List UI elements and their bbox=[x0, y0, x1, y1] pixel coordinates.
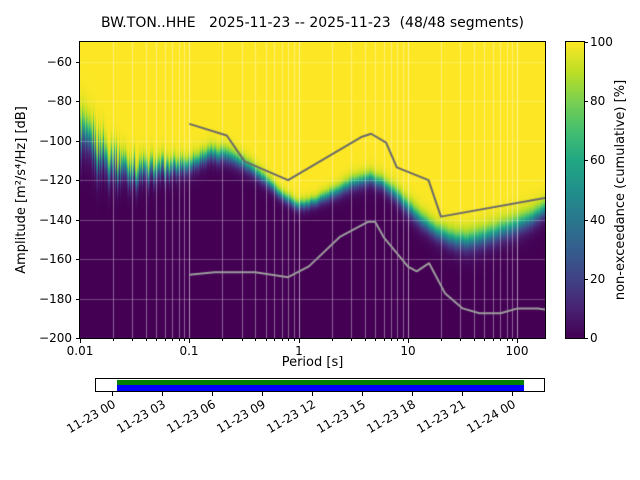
y-tick-label: −180 bbox=[39, 292, 72, 306]
x-minor-tick bbox=[282, 339, 283, 341]
plot-title: BW.TON..HHE 2025-11-23 -- 2025-11-23 (48… bbox=[100, 15, 525, 31]
y-tick bbox=[76, 220, 80, 221]
colorbar-tick bbox=[585, 220, 588, 221]
x-minor-tick bbox=[172, 339, 173, 341]
x-minor-tick bbox=[294, 339, 295, 341]
x-axis-label: Period [s] bbox=[281, 355, 344, 370]
x-minor-tick bbox=[179, 339, 180, 341]
colorbar-tick-label: 60 bbox=[590, 153, 606, 167]
y-tick bbox=[76, 180, 80, 181]
x-minor-tick bbox=[403, 339, 404, 341]
colorbar-tick-label: 0 bbox=[590, 331, 598, 345]
x-tick-label: 10 bbox=[400, 344, 416, 358]
timeline-tick bbox=[512, 392, 513, 396]
timeline-tick bbox=[262, 392, 263, 396]
x-minor-tick bbox=[184, 339, 185, 341]
x-minor-tick bbox=[274, 339, 275, 341]
x-minor-tick bbox=[460, 339, 461, 341]
x-minor-tick bbox=[156, 339, 157, 341]
x-tick bbox=[408, 339, 409, 343]
x-minor-tick bbox=[332, 339, 333, 341]
x-minor-tick bbox=[351, 339, 352, 341]
x-minor-tick bbox=[266, 339, 267, 341]
colorbar-tick bbox=[585, 160, 588, 161]
x-tick bbox=[517, 339, 518, 343]
y-tick-label: −200 bbox=[39, 331, 72, 345]
timeline-tick bbox=[162, 392, 163, 396]
x-minor-tick bbox=[500, 339, 501, 341]
x-minor-tick bbox=[484, 339, 485, 341]
colorbar-tick-label: 20 bbox=[590, 272, 606, 286]
timeline-tick bbox=[312, 392, 313, 396]
colorbar-tick-label: 40 bbox=[590, 213, 606, 227]
colorbar bbox=[565, 41, 585, 339]
colorbar-tick bbox=[585, 338, 588, 339]
colorbar-gradient bbox=[566, 42, 584, 338]
timeline-psd-strip bbox=[117, 385, 524, 391]
x-tick bbox=[299, 339, 300, 343]
colorbar-tick bbox=[585, 101, 588, 102]
y-tick bbox=[76, 299, 80, 300]
timeline-tick bbox=[112, 392, 113, 396]
timeline-coverage-bar bbox=[95, 378, 545, 392]
x-tick bbox=[189, 339, 190, 343]
x-minor-tick bbox=[146, 339, 147, 341]
x-tick bbox=[80, 339, 81, 343]
x-minor-tick bbox=[441, 339, 442, 341]
y-tick bbox=[76, 101, 80, 102]
x-minor-tick bbox=[375, 339, 376, 341]
y-tick-label: −140 bbox=[39, 213, 72, 227]
x-minor-tick bbox=[507, 339, 508, 341]
x-tick-label: 1 bbox=[295, 344, 303, 358]
x-minor-tick bbox=[288, 339, 289, 341]
x-tick-label: 0.1 bbox=[179, 344, 199, 358]
psd-heatmap-plot bbox=[79, 41, 546, 339]
timeline-data-strip bbox=[117, 380, 524, 385]
x-minor-tick bbox=[132, 339, 133, 341]
colorbar-tick bbox=[585, 42, 588, 43]
psd-heatmap-canvas bbox=[80, 42, 545, 338]
x-tick-label: 100 bbox=[505, 344, 529, 358]
x-tick-label: 0.01 bbox=[66, 344, 94, 358]
colorbar-tick bbox=[585, 279, 588, 280]
x-minor-tick bbox=[365, 339, 366, 341]
x-minor-tick bbox=[165, 339, 166, 341]
colorbar-tick-label: 80 bbox=[590, 94, 606, 108]
colorbar-tick-label: 100 bbox=[590, 35, 613, 49]
x-minor-tick bbox=[391, 339, 392, 341]
timeline-tick bbox=[462, 392, 463, 396]
x-minor-tick bbox=[242, 339, 243, 341]
x-minor-tick bbox=[222, 339, 223, 341]
y-axis-label: Amplitude [m²/s⁴/Hz] [dB] bbox=[14, 106, 29, 274]
timeline-tick bbox=[412, 392, 413, 396]
x-minor-tick bbox=[255, 339, 256, 341]
y-tick bbox=[76, 338, 80, 339]
y-tick-label: −80 bbox=[46, 94, 72, 108]
y-tick-label: −100 bbox=[39, 134, 72, 148]
y-tick bbox=[76, 259, 80, 260]
y-tick-label: −160 bbox=[39, 252, 72, 266]
y-tick-label: −60 bbox=[46, 55, 72, 69]
x-minor-tick bbox=[493, 339, 494, 341]
timeline-tick bbox=[212, 392, 213, 396]
y-tick-label: −120 bbox=[39, 173, 72, 187]
timeline-tick bbox=[362, 392, 363, 396]
x-minor-tick bbox=[397, 339, 398, 341]
y-tick bbox=[76, 62, 80, 63]
x-minor-tick bbox=[512, 339, 513, 341]
x-minor-tick bbox=[384, 339, 385, 341]
x-minor-tick bbox=[113, 339, 114, 341]
y-tick bbox=[76, 141, 80, 142]
x-minor-tick bbox=[474, 339, 475, 341]
